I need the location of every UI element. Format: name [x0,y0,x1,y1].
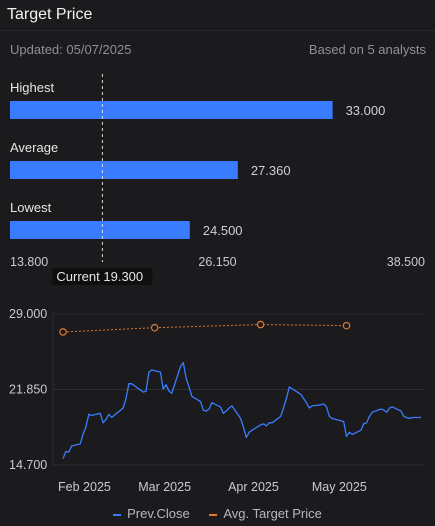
series-avg-target-price [62,324,347,333]
target-price-bar-chart: Highest 33.000 Average 27.360 Lowest 24.500 13… [10,74,425,285]
avg-target-point-3 [342,321,351,330]
line-xtick-apr-2025: Apr 2025 [228,480,279,494]
avg-target-point-1 [150,323,159,332]
prev-close-swatch [113,513,122,516]
bar-label-average: Average [10,140,58,155]
bar-value-average: 27.360 [251,163,291,178]
bar-label-highest: Highest [10,80,54,95]
line-xtick-may-2025: May 2025 [312,480,367,494]
bar-label-lowest: Lowest [10,200,52,215]
series-prev-close [62,361,421,459]
bar-xtick-1: 26.150 [198,255,236,269]
legend-prev-close-label: Prev.Close [127,506,190,521]
bar-highest [10,101,333,119]
avg-target-swatch [209,513,218,516]
line-ytick-1: 21.850 [9,383,47,397]
analyst-count: Based on 5 analysts [308,42,426,57]
line-ytick-2: 14.700 [9,458,47,472]
avg-target-point-0 [59,328,67,336]
line-xtick-mar-2025: Mar 2025 [138,480,191,494]
bar-value-highest: 33.000 [346,103,386,118]
current-price-label: Current 19.300 [56,269,143,284]
updated-date: Updated: 05/07/2025 [10,42,132,57]
legend-item-prev-close[interactable]: Prev.Close [113,506,190,521]
line-ytick-0: 29.000 [9,307,47,321]
legend-avg-target-label: Avg. Target Price [223,506,322,521]
bar-lowest [10,221,190,239]
avg-target-point-2 [256,320,265,329]
legend-item-avg-target[interactable]: Avg. Target Price [209,506,322,521]
current-price-tag [52,268,153,285]
bar-value-lowest: 24.500 [203,223,243,238]
chart-legend: Prev.Close Avg. Target Price [0,506,435,521]
bar-average [10,161,238,179]
line-xtick-feb-2025: Feb 2025 [58,480,111,494]
bar-xtick-0: 13.800 [10,255,48,269]
title-divider [0,30,435,31]
bar-xtick-2: 38.500 [387,255,425,269]
widget-title: Target Price [7,6,93,23]
